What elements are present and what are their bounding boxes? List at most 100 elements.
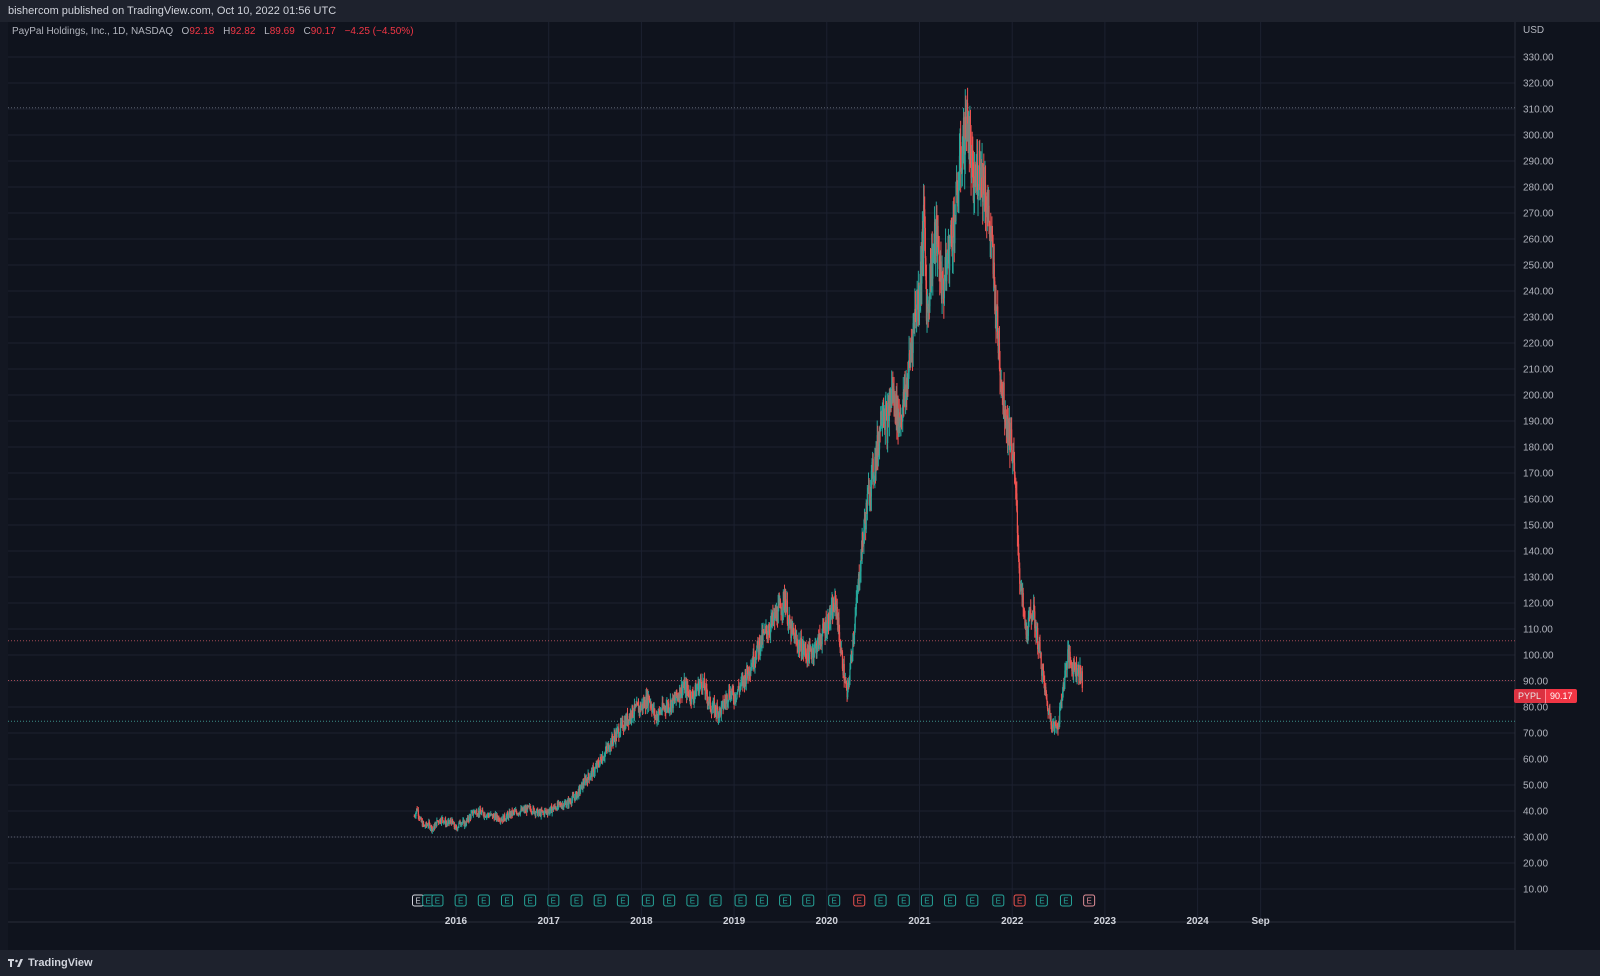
candle-body — [816, 649, 818, 655]
candle-body — [969, 130, 972, 146]
candle-body — [609, 748, 611, 751]
candle-body — [482, 809, 484, 812]
candle-body — [855, 597, 857, 609]
candle-body — [568, 799, 570, 806]
high-value: 92.82 — [230, 26, 256, 37]
candle-body — [985, 210, 987, 212]
candle-body — [738, 686, 740, 689]
candle-body — [531, 811, 533, 814]
candle-body — [576, 794, 578, 799]
candle-body — [486, 814, 488, 816]
candle-body — [482, 811, 484, 816]
candle-body — [1079, 665, 1082, 679]
candle-body — [882, 413, 885, 418]
candle-body — [856, 595, 858, 598]
earnings-marker — [802, 894, 815, 907]
earnings-marker — [966, 894, 979, 907]
candle-body — [1028, 612, 1030, 618]
candle-body — [490, 813, 492, 815]
candle-body — [762, 631, 764, 642]
candle-body — [943, 284, 946, 299]
candle-body — [889, 390, 892, 411]
candle-body — [696, 688, 699, 690]
candle-body — [803, 643, 805, 653]
candle-body — [1021, 583, 1023, 597]
y-tick-label: 220.00 — [1523, 339, 1554, 350]
candle-body — [439, 819, 441, 823]
y-tick-label: 130.00 — [1523, 573, 1554, 584]
candle-body — [494, 815, 496, 820]
candle-body — [1064, 670, 1066, 682]
candle-body — [600, 758, 603, 763]
candle-body — [951, 236, 953, 252]
candle-body — [944, 274, 946, 285]
y-tick-label: 260.00 — [1523, 235, 1554, 246]
earnings-marker-label: E — [597, 897, 602, 906]
candle-body — [880, 411, 882, 425]
earnings-marker-label: E — [504, 897, 509, 906]
earnings-marker — [663, 894, 676, 907]
candle-body — [554, 805, 556, 808]
candle-body — [533, 807, 535, 809]
symbol-description: PayPal Holdings, Inc., 1D, NASDAQ — [12, 26, 174, 37]
candle-body — [887, 408, 889, 444]
candle-body — [1073, 659, 1075, 675]
candle-body — [935, 225, 937, 254]
close-label: C — [303, 26, 311, 37]
candle-body — [537, 808, 539, 816]
earnings-marker-label: E — [878, 897, 883, 906]
candle-body — [794, 632, 797, 635]
candle-body — [1017, 532, 1019, 544]
candle-body — [472, 813, 474, 815]
earnings-marker-label: E — [806, 897, 811, 906]
earnings-marker — [897, 894, 910, 907]
candle-body — [1043, 676, 1045, 682]
candle-body — [466, 820, 468, 821]
y-tick-label: 40.00 — [1523, 807, 1548, 818]
candle-body — [830, 605, 833, 616]
candle-body — [949, 237, 951, 246]
candle-body — [461, 822, 463, 824]
price-chart[interactable]: USD 10.00 20.00 30.00 40.00 50.00 60.00 70.00 80… — [8, 22, 1600, 950]
candle-body — [674, 699, 677, 701]
candle-body — [866, 493, 868, 514]
candle-body — [910, 348, 912, 349]
candle-body — [1015, 487, 1017, 494]
candle-body — [632, 705, 634, 717]
chart-area[interactable]: USD 10.00 20.00 30.00 40.00 50.00 60.00 70.00 80… — [8, 22, 1600, 950]
candle-body — [868, 485, 870, 505]
candle-body — [1030, 609, 1032, 615]
candle-body — [965, 116, 967, 138]
candle-body — [826, 631, 828, 636]
candle-body — [995, 326, 998, 329]
y-tick-label: 10.00 — [1523, 885, 1548, 896]
candle-body — [951, 251, 954, 253]
candle-body — [608, 750, 611, 752]
candle-body — [428, 821, 430, 824]
last-price-tag: PYPL 90.17 — [1514, 689, 1577, 703]
candle-body — [881, 417, 884, 420]
candle-body — [561, 805, 563, 808]
candle-body — [1001, 382, 1003, 389]
candle-body — [746, 665, 749, 673]
candle-body — [997, 306, 999, 335]
candle-body — [1076, 675, 1078, 677]
candle-body — [1016, 510, 1019, 533]
candle-body — [848, 680, 850, 683]
x-tick-label: 2023 — [1094, 916, 1117, 927]
candle-body — [719, 707, 721, 711]
candle-body — [674, 697, 676, 701]
candle-body — [764, 628, 766, 630]
earnings-marker-label: E — [620, 897, 625, 906]
candle-body — [555, 807, 557, 810]
candle-body — [457, 826, 459, 828]
candle-body — [1041, 666, 1043, 676]
candle-body — [693, 696, 695, 701]
candle-body — [1009, 447, 1012, 452]
candle-body — [595, 766, 597, 769]
candle-body — [856, 593, 859, 596]
candle-body — [753, 664, 755, 666]
candle-body — [1046, 701, 1049, 710]
candle-body — [764, 628, 766, 634]
candle-body — [832, 602, 834, 619]
